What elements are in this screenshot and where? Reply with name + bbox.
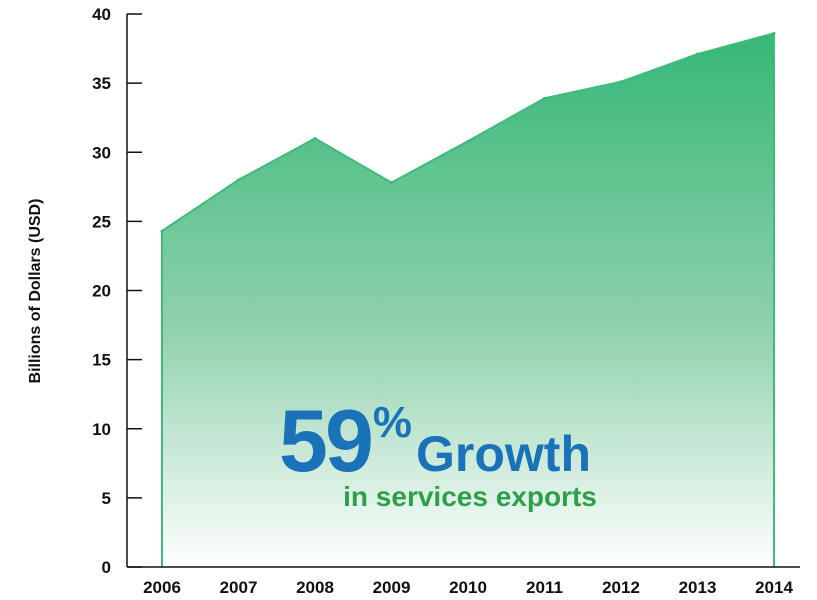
y-axis-title: Billions of Dollars (USD) bbox=[27, 199, 44, 384]
y-axis: 0 5 10 15 20 25 30 35 40 bbox=[92, 5, 142, 577]
x-tick-label-2010: 2010 bbox=[449, 578, 487, 597]
x-tick-label-2008: 2008 bbox=[296, 578, 334, 597]
x-tick-label-2009: 2009 bbox=[373, 578, 411, 597]
x-tick-label-2014: 2014 bbox=[755, 578, 793, 597]
callout-percent: % bbox=[373, 398, 412, 447]
y-tick-label-40: 40 bbox=[92, 5, 111, 24]
y-tick-label-10: 10 bbox=[92, 420, 111, 439]
data-point-2014 bbox=[772, 31, 776, 35]
callout-headline: 59%Growth bbox=[279, 391, 591, 490]
y-ticks: 0 5 10 15 20 25 30 35 40 bbox=[92, 5, 142, 577]
plot-area bbox=[160, 31, 776, 568]
y-tick-label-15: 15 bbox=[92, 351, 111, 370]
growth-callout: 59%Growth in services exports bbox=[279, 391, 597, 512]
data-point-2011 bbox=[543, 96, 546, 100]
x-ticks: 2006 2007 2008 2009 2010 2011 2012 2013 2014 bbox=[143, 578, 793, 597]
y-tick-label-20: 20 bbox=[92, 282, 111, 301]
area-series-fill bbox=[162, 33, 774, 568]
x-tick-label-2011: 2011 bbox=[526, 578, 563, 597]
callout-word: Growth bbox=[416, 426, 591, 482]
y-tick-label-25: 25 bbox=[92, 212, 111, 231]
data-point-2009 bbox=[390, 181, 393, 185]
callout-subtitle: in services exports bbox=[343, 481, 597, 512]
data-points bbox=[160, 31, 776, 233]
x-tick-label-2007: 2007 bbox=[220, 578, 258, 597]
callout-number: 59 bbox=[279, 391, 371, 490]
data-point-2006 bbox=[160, 229, 164, 233]
data-point-2008 bbox=[313, 136, 317, 140]
y-tick-label-0: 0 bbox=[102, 558, 111, 577]
x-axis: 2006 2007 2008 2009 2010 2011 2012 2013 2014 bbox=[127, 566, 800, 597]
x-tick-label-2012: 2012 bbox=[602, 578, 640, 597]
data-point-2007 bbox=[237, 178, 240, 182]
y-tick-label-35: 35 bbox=[92, 74, 111, 93]
y-tick-label-5: 5 bbox=[102, 489, 111, 508]
x-tick-label-2006: 2006 bbox=[143, 578, 181, 597]
data-point-2010 bbox=[466, 139, 470, 143]
data-point-2012 bbox=[619, 80, 623, 84]
data-point-2013 bbox=[696, 52, 699, 56]
y-tick-label-30: 30 bbox=[92, 143, 111, 162]
x-tick-label-2013: 2013 bbox=[679, 578, 717, 597]
